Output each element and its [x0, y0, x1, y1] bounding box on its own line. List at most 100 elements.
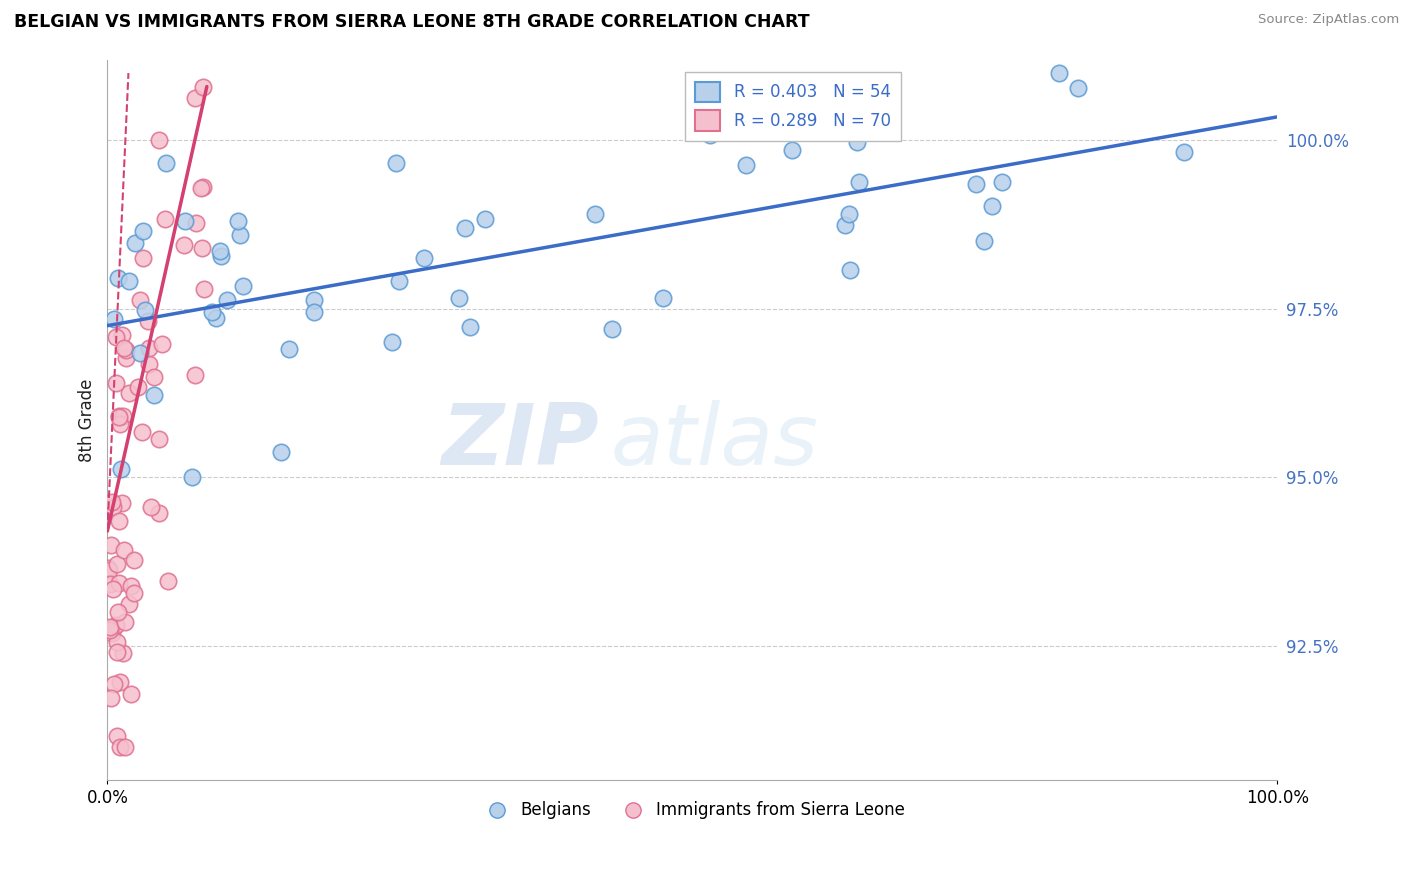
Point — [105, 558, 128, 572]
Y-axis label: 8th Grade: 8th Grade — [79, 378, 96, 462]
Point — [302, 305, 325, 319]
Point — [131, 224, 153, 238]
Point — [782, 143, 804, 157]
Point — [118, 274, 141, 288]
Point — [141, 500, 163, 514]
Point — [107, 271, 129, 285]
Point — [449, 291, 471, 305]
Point — [652, 291, 675, 305]
Point — [388, 274, 411, 288]
Point — [114, 543, 136, 558]
Point — [184, 368, 207, 383]
Point — [734, 158, 756, 172]
Point — [131, 425, 153, 439]
Point — [124, 235, 146, 250]
Point — [111, 409, 134, 423]
Point — [120, 579, 142, 593]
Point — [98, 563, 121, 577]
Point — [148, 133, 170, 147]
Point — [728, 116, 751, 130]
Point — [215, 293, 238, 307]
Point — [101, 500, 124, 514]
Point — [193, 282, 215, 296]
Point — [148, 506, 170, 520]
Point — [105, 729, 128, 743]
Point — [104, 617, 127, 632]
Point — [111, 496, 134, 510]
Point — [103, 312, 125, 326]
Point — [110, 739, 132, 754]
Point — [156, 574, 179, 588]
Point — [100, 576, 122, 591]
Point — [132, 252, 155, 266]
Point — [110, 462, 132, 476]
Point — [201, 305, 224, 319]
Point — [104, 329, 127, 343]
Point — [191, 242, 214, 256]
Point — [454, 221, 477, 235]
Point — [1173, 145, 1195, 160]
Point — [101, 495, 124, 509]
Point — [981, 199, 1004, 213]
Point — [142, 387, 165, 401]
Point — [142, 369, 165, 384]
Point — [108, 417, 131, 432]
Point — [990, 175, 1012, 189]
Point — [100, 538, 122, 552]
Point — [209, 249, 232, 263]
Point — [226, 214, 249, 228]
Point — [232, 278, 254, 293]
Point — [174, 214, 197, 228]
Point — [583, 207, 606, 221]
Point — [848, 175, 870, 189]
Point — [181, 470, 204, 484]
Point — [122, 553, 145, 567]
Point — [148, 432, 170, 446]
Point — [105, 635, 128, 649]
Point — [117, 597, 139, 611]
Point — [108, 514, 131, 528]
Point — [98, 620, 121, 634]
Point — [101, 582, 124, 596]
Text: atlas: atlas — [610, 401, 818, 483]
Point — [134, 302, 156, 317]
Point — [118, 385, 141, 400]
Point — [965, 177, 987, 191]
Point — [184, 91, 207, 105]
Point — [155, 156, 177, 170]
Point — [98, 623, 121, 637]
Point — [474, 212, 496, 227]
Point — [105, 376, 128, 390]
Point — [103, 677, 125, 691]
Text: ZIP: ZIP — [441, 401, 599, 483]
Point — [845, 136, 868, 150]
Point — [973, 234, 995, 248]
Point — [385, 156, 408, 170]
Point — [114, 615, 136, 629]
Point — [100, 691, 122, 706]
Point — [114, 739, 136, 754]
Point — [270, 445, 292, 459]
Point — [122, 585, 145, 599]
Point — [278, 342, 301, 356]
Legend: Belgians, Immigrants from Sierra Leone: Belgians, Immigrants from Sierra Leone — [474, 795, 911, 826]
Point — [108, 675, 131, 690]
Point — [138, 341, 160, 355]
Text: Source: ZipAtlas.com: Source: ZipAtlas.com — [1258, 13, 1399, 27]
Point — [304, 293, 326, 308]
Point — [834, 218, 856, 232]
Point — [107, 409, 129, 423]
Point — [229, 227, 252, 242]
Text: BELGIAN VS IMMIGRANTS FROM SIERRA LEONE 8TH GRADE CORRELATION CHART: BELGIAN VS IMMIGRANTS FROM SIERRA LEONE … — [14, 13, 810, 31]
Point — [153, 212, 176, 227]
Point — [107, 645, 129, 659]
Point — [1066, 80, 1088, 95]
Point — [115, 343, 138, 357]
Point — [173, 238, 195, 252]
Point — [129, 293, 152, 308]
Point — [413, 251, 436, 265]
Point — [152, 336, 174, 351]
Point — [138, 357, 160, 371]
Point — [127, 380, 149, 394]
Point — [120, 687, 142, 701]
